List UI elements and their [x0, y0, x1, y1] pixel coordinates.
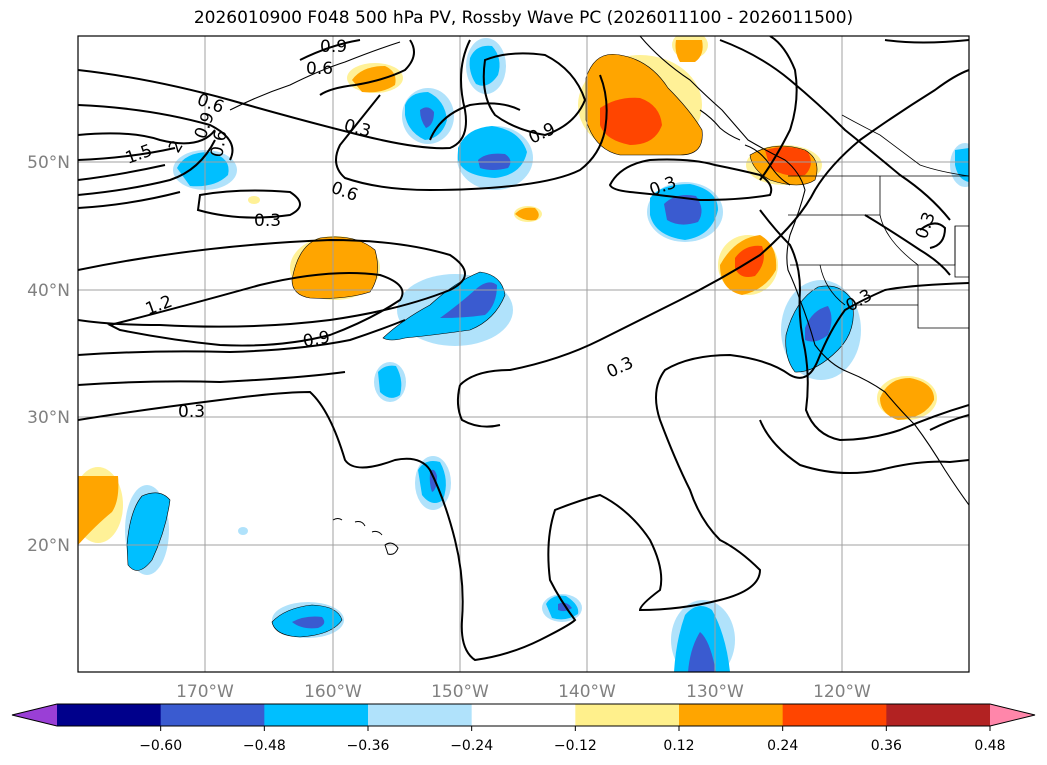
colorbar-segment	[471, 704, 576, 726]
contour-label: 0.9	[301, 328, 331, 352]
coastlines	[229, 36, 969, 506]
lon-label-120w: 120°W	[813, 682, 871, 702]
colorbar-tick-label: −0.24	[450, 738, 493, 754]
contour-label: 0.9	[320, 37, 347, 57]
colorbar-segment	[679, 704, 784, 726]
pv-contours	[78, 36, 969, 662]
colorbar-segment	[575, 704, 680, 726]
contour-label: 0.3	[254, 211, 281, 231]
pv-shading	[78, 36, 969, 672]
colorbar-extend-left	[12, 704, 57, 726]
political-borders	[788, 114, 969, 329]
contour-label: 0.6	[306, 59, 333, 79]
colorbar-ticks: −0.60 −0.48 −0.36 −0.24 −0.12 0.12 0.24 0.36 0.4…	[139, 726, 1006, 754]
lat-label-20n: 20°N	[27, 536, 70, 556]
colorbar-tick-label: −0.36	[347, 738, 390, 754]
colorbar-segment	[160, 704, 265, 726]
lon-label-140w: 140°W	[558, 682, 616, 702]
hawaii-islands	[332, 518, 399, 555]
lat-label-40n: 40°N	[27, 281, 70, 301]
lon-label-150w: 150°W	[431, 682, 489, 702]
colorbar-tick-label: 0.36	[871, 738, 902, 754]
colorbar-tick-label: −0.12	[554, 738, 597, 754]
colorbar-segment	[782, 704, 887, 726]
colorbar-segments	[57, 704, 991, 726]
colorbar-segment	[57, 704, 162, 726]
lon-label-130w: 130°W	[686, 682, 744, 702]
colorbar-tick-label: 0.24	[767, 738, 798, 754]
lat-label-50n: 50°N	[27, 153, 70, 173]
colorbar-tick-label: 0.12	[663, 738, 694, 754]
colorbar-outline	[11, 703, 1036, 727]
lon-label-170w: 170°W	[176, 682, 234, 702]
colorbar-segment	[368, 704, 473, 726]
shading-outlines	[126, 53, 854, 638]
colorbar-segment	[264, 704, 369, 726]
colorbar-tick-label: −0.60	[139, 738, 182, 754]
colorbar: −0.60 −0.48 −0.36 −0.24 −0.12 0.12 0.24 0.36 0.4…	[11, 703, 1036, 754]
colorbar-segment	[886, 704, 991, 726]
figure-title: 2026010900 F048 500 hPa PV, Rossby Wave …	[193, 8, 854, 28]
map-frame	[77, 35, 970, 673]
contour-label: 0.3	[178, 402, 205, 422]
longitude-labels: 170°W 160°W 150°W 140°W 130°W 120°W	[176, 682, 871, 702]
lon-label-160w: 160°W	[304, 682, 362, 702]
latitude-labels: 50°N 40°N 30°N 20°N	[27, 153, 70, 556]
colorbar-extend-right	[990, 704, 1035, 726]
colorbar-tick-label: 0.48	[974, 738, 1005, 754]
contour-label: 0.6	[207, 129, 231, 159]
lat-label-30n: 30°N	[27, 408, 70, 428]
colorbar-tick-label: −0.48	[243, 738, 286, 754]
